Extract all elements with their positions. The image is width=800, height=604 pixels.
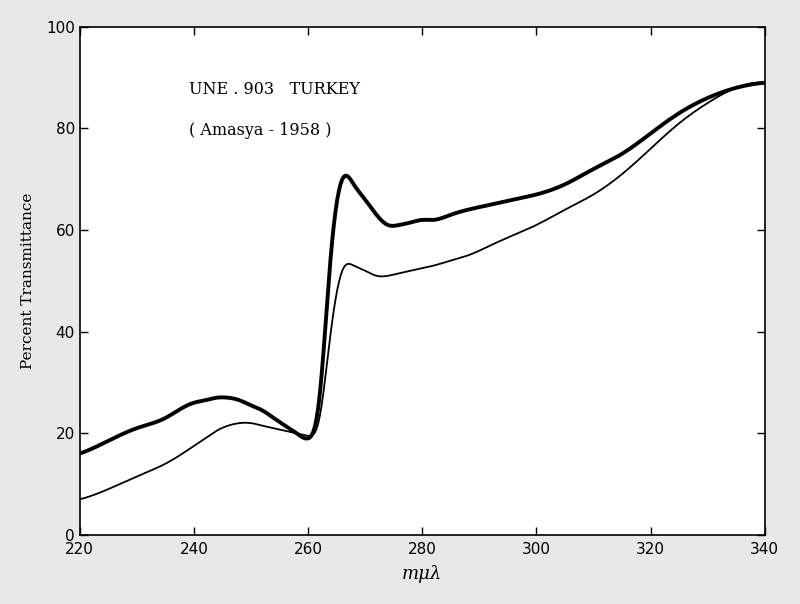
X-axis label: mμλ: mμλ — [402, 565, 442, 583]
Text: UNE . 903   TURKEY: UNE . 903 TURKEY — [190, 81, 360, 98]
Y-axis label: Percent Transmittance: Percent Transmittance — [21, 193, 35, 369]
Text: ( Amasya - 1958 ): ( Amasya - 1958 ) — [190, 121, 332, 138]
